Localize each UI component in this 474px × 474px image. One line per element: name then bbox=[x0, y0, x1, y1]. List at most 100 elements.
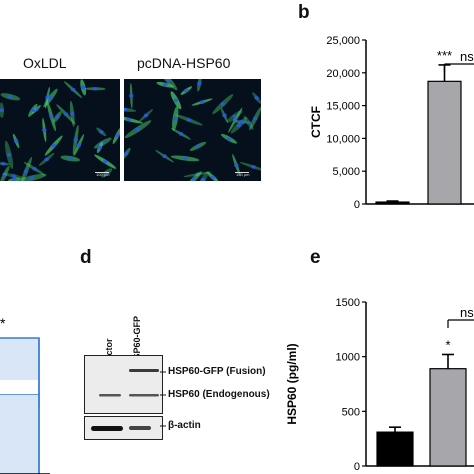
band-fusion bbox=[129, 369, 159, 372]
cell bbox=[220, 133, 238, 144]
band-actin-vector bbox=[91, 426, 123, 431]
cell bbox=[124, 107, 137, 112]
cell bbox=[212, 94, 234, 115]
cell bbox=[124, 147, 131, 160]
cell bbox=[0, 165, 10, 181]
cell bbox=[0, 161, 10, 166]
cell bbox=[12, 133, 20, 149]
cell bbox=[73, 134, 85, 157]
cell bbox=[8, 177, 21, 181]
significance-star: * bbox=[445, 337, 450, 352]
y-tick-label: 0 bbox=[354, 199, 360, 211]
cell bbox=[112, 126, 120, 144]
band-label-endogenous: HSP60 (Endogenous) bbox=[168, 389, 270, 400]
scale-bar-right bbox=[235, 172, 249, 173]
band-endogenous-vector bbox=[99, 394, 121, 397]
band-actin-hsp60 bbox=[129, 426, 151, 430]
micrograph-pcdna-hsp60: 100 μm bbox=[124, 79, 261, 181]
cell bbox=[191, 98, 213, 106]
cell bbox=[207, 172, 219, 181]
cell bbox=[234, 120, 250, 124]
cell bbox=[249, 106, 261, 131]
cell bbox=[220, 107, 228, 123]
y-tick-label: 500 bbox=[342, 406, 360, 418]
scale-bar-label-left: 100 μm bbox=[96, 172, 110, 177]
y-tick-label: 10,000 bbox=[326, 133, 360, 145]
cell bbox=[189, 141, 207, 151]
bar-c-gap bbox=[0, 380, 38, 394]
cell bbox=[44, 135, 63, 156]
cell bbox=[42, 117, 47, 143]
cell bbox=[2, 172, 26, 180]
bar bbox=[375, 201, 410, 205]
chart-b: 0 5,000 10,000 15,000 20,000 25,000 CTCF *** ns bbox=[309, 35, 474, 211]
cell bbox=[139, 109, 153, 122]
cell bbox=[60, 155, 81, 162]
cell bbox=[0, 93, 21, 101]
cell bbox=[172, 106, 179, 131]
cell bbox=[53, 111, 62, 123]
y-axis-label: HSP60 (pg/ml) bbox=[285, 343, 299, 424]
cell bbox=[226, 110, 243, 123]
significance-star-c: * bbox=[0, 315, 6, 331]
cell bbox=[171, 128, 191, 140]
cell bbox=[170, 91, 182, 110]
cell bbox=[96, 142, 103, 154]
cell bbox=[197, 170, 209, 181]
y-tick-label: 1000 bbox=[336, 352, 360, 364]
cell bbox=[96, 127, 107, 137]
y-tick-label: 15,000 bbox=[326, 101, 360, 113]
cell bbox=[46, 101, 56, 132]
cell bbox=[80, 79, 87, 96]
micrograph-oxldl: 100 μm bbox=[0, 79, 120, 181]
cell bbox=[228, 107, 243, 133]
micrograph-label-oxldl: OxLDL bbox=[23, 55, 67, 71]
cell bbox=[197, 79, 202, 92]
cell bbox=[180, 86, 193, 95]
y-tick-label: 25,000 bbox=[326, 35, 360, 47]
cell bbox=[155, 150, 174, 163]
scale-bar-left bbox=[95, 172, 109, 173]
blot-upper bbox=[84, 355, 163, 414]
band-endogenous-hsp60 bbox=[129, 394, 159, 397]
cell bbox=[0, 102, 5, 118]
cell bbox=[19, 156, 33, 181]
bar-c-lower bbox=[0, 393, 40, 474]
cell bbox=[175, 114, 203, 126]
y-tick-label: 5,000 bbox=[332, 166, 360, 178]
cell bbox=[4, 140, 14, 169]
cell bbox=[17, 173, 47, 181]
cell bbox=[239, 162, 261, 172]
y-tick-label: 20,000 bbox=[326, 68, 360, 80]
cell bbox=[159, 79, 178, 91]
panel-letter-b: b bbox=[298, 2, 310, 23]
cell bbox=[124, 120, 152, 139]
y-tick-label: 1500 bbox=[336, 297, 360, 309]
band-ticks bbox=[160, 371, 166, 427]
blot-lower bbox=[84, 416, 163, 440]
cell bbox=[28, 103, 38, 117]
ns-label: ns bbox=[460, 305, 474, 320]
cell bbox=[43, 88, 58, 108]
cell bbox=[186, 171, 202, 181]
cell bbox=[252, 92, 261, 104]
chart-e: 0 500 1000 1500 HSP60 (pg/ml) * ns bbox=[285, 297, 474, 473]
cell bbox=[156, 81, 174, 88]
y-axis-label: CTCF bbox=[309, 106, 323, 138]
cell bbox=[69, 100, 75, 127]
cell bbox=[124, 115, 143, 124]
bar bbox=[376, 431, 414, 467]
significance-star: *** bbox=[437, 48, 452, 63]
cell bbox=[56, 104, 76, 125]
ns-label: ns bbox=[460, 49, 474, 64]
band-label-fusion: HSP60-GFP (Fusion) bbox=[168, 366, 266, 377]
cell bbox=[243, 115, 254, 130]
cell bbox=[170, 155, 200, 162]
cell bbox=[129, 82, 134, 109]
chart-c-fragment: * bbox=[0, 315, 50, 474]
bar bbox=[429, 368, 467, 467]
cell bbox=[38, 152, 55, 166]
cell bbox=[84, 86, 106, 91]
y-tick-label: 0 bbox=[354, 461, 360, 473]
cell bbox=[23, 161, 46, 176]
